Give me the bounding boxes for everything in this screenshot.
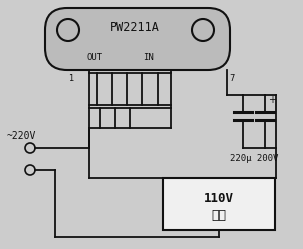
Text: ~220V: ~220V (7, 131, 36, 141)
Text: 110V: 110V (204, 191, 234, 204)
Bar (163, 178, 275, 230)
Text: OUT: OUT (87, 53, 103, 62)
Text: 设备: 设备 (211, 208, 227, 222)
Text: IN: IN (143, 53, 153, 62)
Text: 7: 7 (229, 74, 235, 83)
Text: +: + (268, 95, 276, 105)
Text: 1: 1 (68, 74, 73, 83)
Text: 220μ 200V: 220μ 200V (230, 154, 278, 163)
Text: PW2211A: PW2211A (110, 20, 160, 34)
FancyBboxPatch shape (45, 8, 230, 70)
